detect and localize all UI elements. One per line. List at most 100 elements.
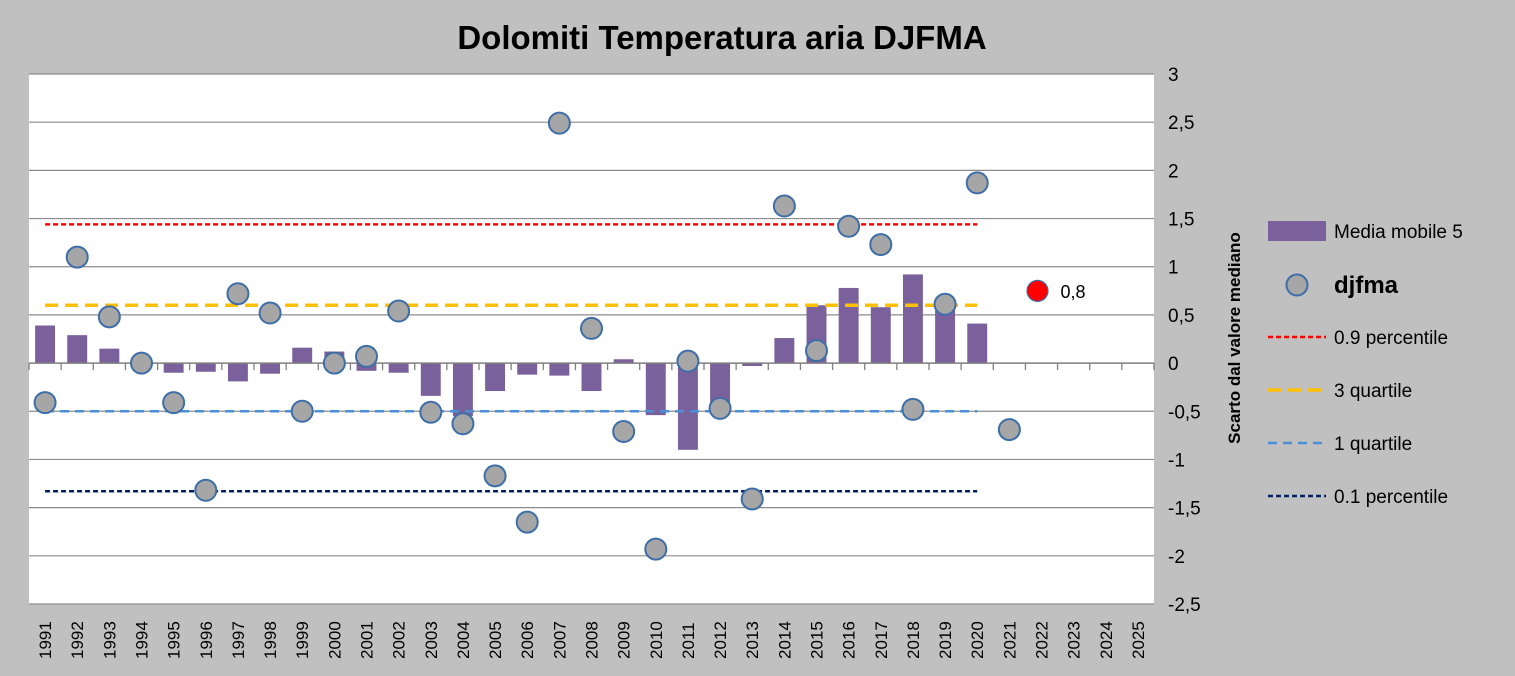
data-point bbox=[322, 351, 346, 375]
x-tick-label: 1993 bbox=[100, 621, 119, 659]
bar bbox=[420, 363, 441, 396]
x-tick-label: 2010 bbox=[647, 621, 666, 659]
legend-label: 1 quartile bbox=[1334, 434, 1412, 455]
bar bbox=[645, 363, 666, 416]
bar bbox=[485, 363, 506, 392]
data-point bbox=[33, 391, 57, 415]
data-point bbox=[772, 194, 796, 218]
x-tick-label: 1991 bbox=[36, 621, 55, 659]
y-tick-label: -0,5 bbox=[1168, 402, 1201, 423]
data-point bbox=[997, 418, 1021, 442]
x-tick-label: 2011 bbox=[679, 622, 698, 659]
data-point bbox=[162, 391, 186, 415]
bar bbox=[581, 363, 602, 392]
bar bbox=[517, 363, 538, 375]
x-tick-label: 2022 bbox=[1033, 621, 1052, 659]
bar bbox=[902, 274, 923, 364]
x-tick-label: 2005 bbox=[486, 621, 505, 659]
bar bbox=[260, 363, 281, 374]
x-tick-label: 2013 bbox=[743, 621, 762, 659]
data-point bbox=[933, 292, 957, 316]
bar-series-media-mobile bbox=[35, 274, 988, 450]
bar bbox=[67, 335, 88, 364]
bar bbox=[388, 363, 409, 373]
x-tick-label: 2012 bbox=[711, 621, 730, 659]
legend: Media mobile 5 djfma 0.9 percentile 3 quart… bbox=[1268, 221, 1463, 508]
x-tick-label: 2019 bbox=[936, 621, 955, 659]
x-axis-ticks: 1991 1992 1993 1994 1995 1996 1997 1998 1999 2000… bbox=[36, 621, 1148, 659]
legend-label: 3 quartile bbox=[1334, 381, 1412, 402]
x-tick-label: 2021 bbox=[1000, 621, 1019, 659]
y-tick-label: 2 bbox=[1168, 161, 1179, 182]
bar bbox=[292, 347, 313, 364]
y-tick-label: 0,5 bbox=[1168, 306, 1194, 327]
bar bbox=[163, 363, 184, 373]
data-point bbox=[901, 397, 925, 421]
data-point bbox=[612, 420, 636, 444]
bar bbox=[452, 363, 473, 417]
x-tick-label: 1996 bbox=[197, 621, 216, 659]
y-tick-label: -2 bbox=[1168, 547, 1185, 568]
legend-swatch-marker bbox=[1285, 273, 1309, 297]
x-tick-label: 2002 bbox=[390, 621, 409, 659]
y-tick-label: 1,5 bbox=[1168, 210, 1194, 231]
legend-swatch-bar bbox=[1268, 221, 1326, 241]
legend-label: 0.9 percentile bbox=[1334, 328, 1448, 349]
x-tick-label: 1997 bbox=[229, 621, 248, 659]
zero-axis bbox=[28, 362, 1155, 371]
data-point bbox=[387, 299, 411, 323]
bar bbox=[935, 310, 956, 364]
bar bbox=[35, 325, 56, 364]
data-point bbox=[869, 233, 893, 257]
bar bbox=[195, 363, 216, 372]
bar bbox=[99, 348, 120, 364]
bar bbox=[967, 323, 988, 364]
x-tick-label: 2017 bbox=[872, 621, 891, 659]
x-tick-label: 2007 bbox=[550, 621, 569, 659]
data-point bbox=[451, 412, 475, 436]
y-axis-title: Scarto dal valore mediano bbox=[1225, 232, 1244, 444]
x-tick-label: 1995 bbox=[165, 621, 184, 659]
bar bbox=[742, 363, 763, 366]
bar bbox=[838, 287, 859, 364]
x-tick-label: 1994 bbox=[133, 621, 152, 659]
data-point bbox=[515, 510, 539, 534]
bar bbox=[774, 338, 795, 364]
x-tick-label: 2025 bbox=[1129, 621, 1148, 659]
x-tick-label: 2003 bbox=[422, 621, 441, 659]
legend-label: 0.1 percentile bbox=[1334, 487, 1448, 508]
y-tick-label: -2,5 bbox=[1168, 595, 1201, 616]
data-point bbox=[258, 301, 282, 325]
x-tick-label: 1998 bbox=[261, 621, 280, 659]
scatter-series-djfma bbox=[33, 111, 1021, 561]
legend-label: Media mobile 5 bbox=[1334, 222, 1463, 243]
data-point bbox=[97, 305, 121, 329]
legend-label: djfma bbox=[1334, 272, 1399, 299]
x-tick-label: 2008 bbox=[583, 621, 602, 659]
x-tick-label: 2001 bbox=[358, 621, 377, 659]
data-point bbox=[419, 400, 443, 424]
data-point bbox=[644, 537, 668, 561]
chart-title: Dolomiti Temperatura aria DJFMA bbox=[457, 19, 986, 56]
x-tick-label: 2016 bbox=[840, 621, 859, 659]
bar bbox=[870, 307, 891, 364]
y-axis-ticks: 3 2,5 2 1,5 1 0,5 0 -0,5 -1 -1,5 -2 -2,5 bbox=[1168, 65, 1201, 616]
y-tick-label: -1,5 bbox=[1168, 499, 1201, 520]
data-point bbox=[805, 339, 828, 363]
data-point bbox=[194, 478, 218, 502]
highlight-annotation: 0,8 bbox=[1026, 279, 1086, 302]
highlight-point bbox=[1026, 279, 1049, 302]
x-tick-label: 2018 bbox=[904, 621, 923, 659]
x-tick-label: 2004 bbox=[454, 621, 473, 659]
y-tick-label: 0 bbox=[1168, 354, 1179, 375]
bar bbox=[613, 359, 634, 364]
data-point bbox=[290, 399, 314, 423]
data-point bbox=[226, 282, 250, 306]
highlight-label: 0,8 bbox=[1061, 282, 1086, 302]
data-point bbox=[483, 464, 507, 488]
x-tick-label: 2014 bbox=[775, 621, 794, 659]
data-point bbox=[580, 316, 603, 340]
x-tick-label: 2000 bbox=[325, 621, 344, 659]
data-point bbox=[355, 344, 378, 368]
x-tick-label: 1992 bbox=[68, 621, 87, 659]
